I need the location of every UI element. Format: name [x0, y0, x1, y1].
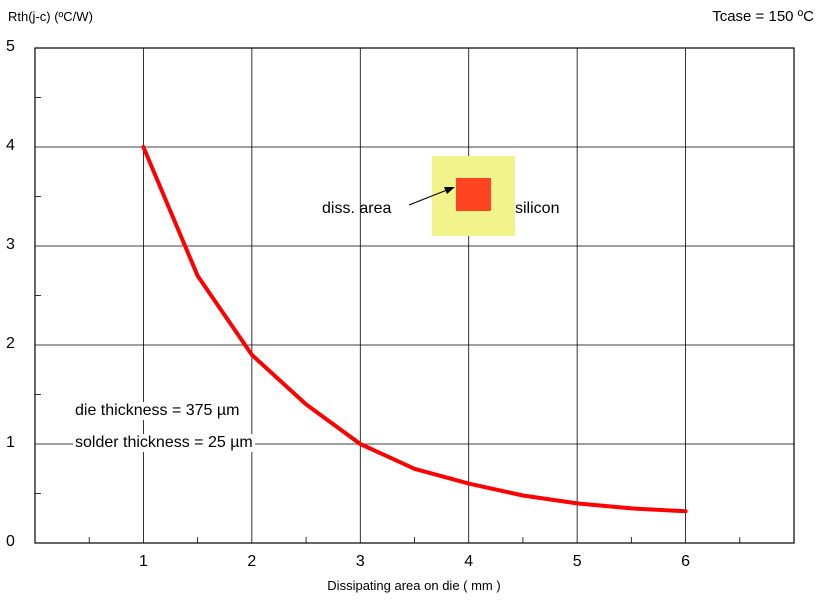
inset-silicon-label: silicon — [515, 200, 560, 217]
plot-frame — [34, 47, 795, 544]
case-temperature-label: Tcase = 150 ºC — [712, 8, 814, 25]
inset-arrow — [408, 187, 453, 206]
inset-arrowhead — [444, 187, 455, 194]
x-tick-label: 3 — [355, 553, 365, 570]
solder-thickness-annotation: solder thickness = 25 µm — [73, 434, 255, 452]
die-thickness-annotation: die thickness = 375 µm — [73, 402, 242, 420]
y-tick-label: 1 — [6, 434, 15, 451]
inset-diss-area-label: diss. area — [322, 200, 392, 217]
inset-diagram — [408, 156, 515, 236]
y-tick-label: 5 — [6, 38, 15, 55]
y-tick-label: 0 — [6, 533, 15, 550]
series-line — [141, 145, 688, 514]
x-tick-label: 2 — [247, 553, 257, 570]
x-tick-label: 4 — [464, 553, 474, 570]
x-tick-label: 1 — [138, 553, 148, 570]
x-axis-label: Dissipating area on die ( mm ) — [327, 578, 501, 593]
y-tick-label: 2 — [6, 335, 15, 352]
x-tick-label: 6 — [681, 553, 691, 570]
y-axis-label: Rth(j-c) (ºC/W) — [8, 9, 93, 24]
dissipating-area — [456, 178, 491, 211]
x-tick-label: 5 — [572, 553, 582, 570]
y-tick-label: 4 — [6, 137, 15, 154]
y-tick-label: 3 — [6, 236, 15, 253]
series-layer — [141, 145, 688, 514]
